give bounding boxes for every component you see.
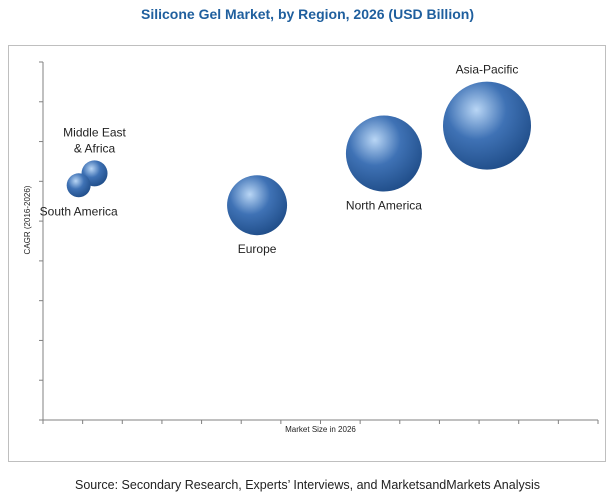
bubble-label: North America: [346, 198, 422, 212]
bubbles-layer: [66, 81, 531, 236]
source-note: Source: Secondary Research, Experts’ Int…: [74, 478, 541, 492]
chart-title: Silicone Gel Market, by Region, 2026 (US…: [141, 6, 474, 22]
bubble-label: Asia-Pacific: [456, 63, 519, 77]
bubble-europe: [227, 175, 288, 236]
bubble-label: South America: [40, 204, 118, 218]
axes: [39, 61, 599, 424]
bubble-asia-pacific: [443, 81, 531, 170]
bubble-label: & Africa: [74, 141, 116, 155]
labels-layer: Asia-Pacific North America Europe Middle Ea…: [40, 63, 519, 257]
y-axis-label: CAGR (2016-2026): [23, 185, 32, 254]
bubble-south-america: [66, 173, 91, 198]
bubble-north-america: [345, 115, 422, 192]
bubble-label: Middle East: [63, 125, 126, 139]
x-axis-label: Market Size in 2026: [285, 425, 356, 434]
bubble-label: Europe: [238, 242, 277, 256]
chart-frame: [8, 45, 606, 462]
